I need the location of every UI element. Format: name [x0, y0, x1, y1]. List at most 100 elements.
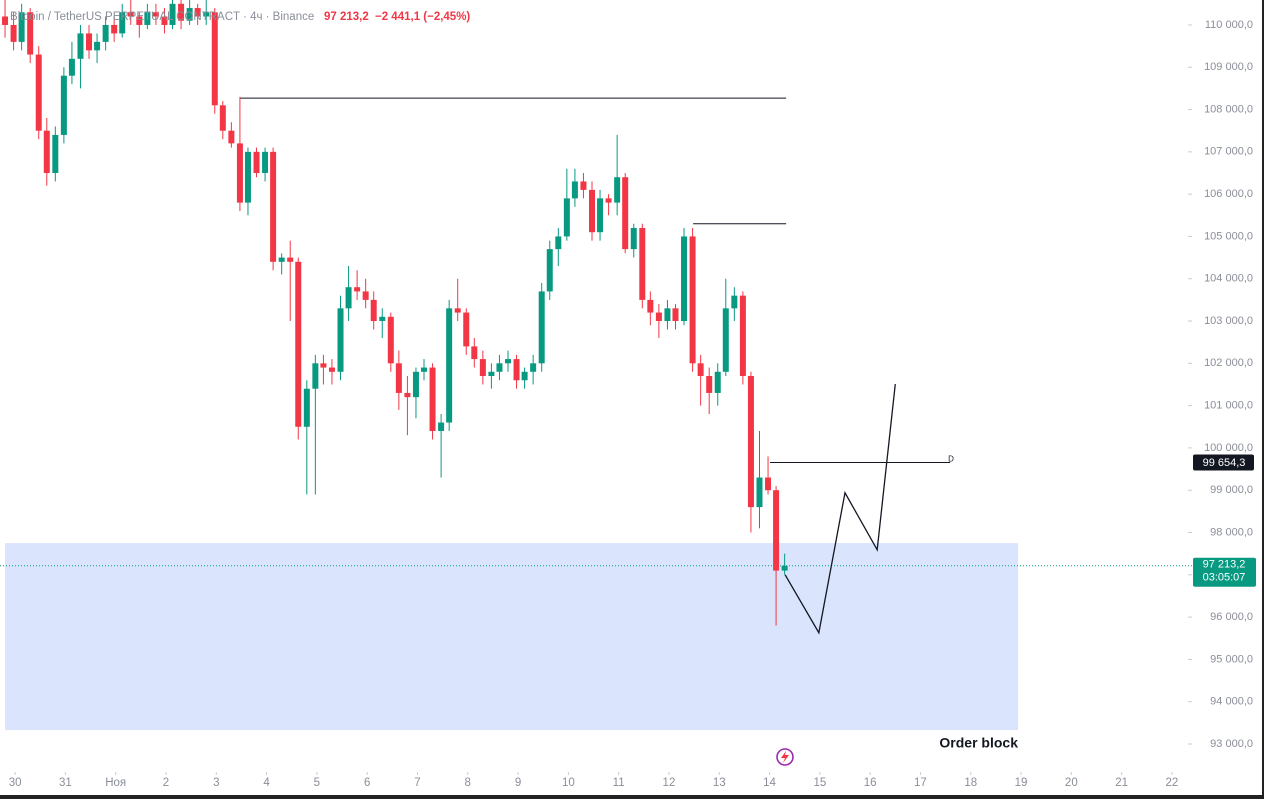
candle-body [714, 371, 721, 393]
candle-body [765, 477, 772, 491]
candle-body [404, 392, 411, 398]
x-tick-label: 15 [813, 777, 826, 789]
last-price-label: 97 213,2 [1203, 559, 1246, 571]
candle-body [580, 181, 587, 190]
candle-body [362, 291, 369, 300]
candle-body [345, 287, 352, 309]
x-tick-label: 2 [163, 777, 169, 789]
x-tick-label: 5 [314, 777, 320, 789]
candle-body [521, 371, 528, 381]
candle-body [161, 16, 168, 25]
candle-body [68, 58, 75, 76]
x-tick-label: 16 [864, 777, 877, 789]
x-tick-label: 21 [1115, 777, 1128, 789]
candle-body [136, 16, 143, 25]
x-tick-label: 19 [1015, 777, 1028, 789]
candle-body [571, 181, 578, 199]
candle-body [505, 359, 512, 364]
icon-bolt [781, 751, 789, 763]
x-tick-label: 9 [515, 777, 521, 789]
candle-body [152, 12, 159, 17]
candle-body [555, 236, 562, 250]
x-tick-label: 4 [263, 777, 270, 789]
candle-body [194, 8, 201, 17]
candle-body [354, 287, 361, 292]
candle-body [689, 236, 696, 364]
candle-body [262, 151, 269, 173]
header-change: −2 441,1 (−2,45%) [375, 11, 470, 23]
y-tick-label: 98 000,0 [1210, 526, 1253, 538]
y-tick-label: 107 000,0 [1204, 146, 1253, 158]
candle-body [756, 477, 763, 508]
candle-body [614, 177, 621, 203]
candle-body [479, 359, 486, 377]
candle-body [203, 12, 210, 17]
candle-body [563, 198, 570, 237]
candle-body [270, 151, 277, 262]
x-tick-label: 10 [562, 777, 575, 789]
candle-body [86, 33, 93, 51]
candle-body [722, 308, 729, 372]
frame-right [1262, 0, 1264, 799]
candle-body [228, 130, 235, 144]
candle-body [127, 12, 134, 17]
candle-body [605, 198, 612, 203]
x-tick-label: 7 [414, 777, 420, 789]
candle-body [630, 227, 637, 250]
candle-body [639, 227, 646, 300]
alert-icon[interactable] [776, 748, 794, 766]
order-block-zone [5, 543, 1019, 731]
candle-body [27, 12, 34, 55]
candle-body [295, 261, 302, 427]
x-tick-label: 17 [914, 777, 927, 789]
candle-body [747, 376, 754, 508]
candle-body [395, 363, 402, 393]
candle-body [379, 316, 386, 322]
candle-body [178, 3, 185, 21]
candle-body [94, 41, 101, 51]
candle-body [655, 312, 662, 322]
countdown-label: 03:05:07 [1203, 572, 1246, 584]
candle-body [312, 363, 319, 389]
icon-ring [776, 748, 794, 766]
y-tick-label: 104 000,0 [1204, 273, 1253, 285]
candle-body [43, 130, 50, 173]
candle-body [446, 308, 453, 423]
level-price-label: 99 654,3 [1203, 457, 1246, 469]
candle-body [186, 8, 193, 21]
y-tick-label: 103 000,0 [1204, 315, 1253, 327]
candle-body [211, 12, 218, 106]
candle-body [672, 308, 679, 322]
candle-body [35, 54, 42, 131]
x-tick-label: 31 [59, 777, 72, 789]
candle-body [438, 422, 445, 431]
candle-body [429, 367, 436, 431]
candle-body [731, 295, 738, 309]
y-tick-label: 94 000,0 [1210, 696, 1253, 708]
candle-body [773, 490, 780, 571]
x-tick-label: 22 [1166, 777, 1179, 789]
candle-body [60, 75, 67, 135]
candle-body [337, 308, 344, 372]
candle-body [320, 363, 327, 368]
y-tick-label: 109 000,0 [1204, 61, 1253, 73]
x-tick-label: 13 [713, 777, 726, 789]
candle-body [278, 257, 285, 262]
candle-body [244, 151, 251, 203]
candle-body [102, 24, 109, 42]
level-tag: D [948, 455, 954, 464]
candle-body [253, 151, 260, 173]
candle-body [597, 198, 604, 233]
zone-layer [5, 543, 1019, 731]
candle-body [513, 359, 520, 381]
last-price-box [1193, 557, 1256, 587]
y-tick-label: 100 000,0 [1204, 442, 1253, 454]
candle-body [706, 376, 713, 393]
x-tick-label: 3 [213, 777, 219, 789]
candle-body [588, 189, 595, 233]
candle-body [10, 24, 17, 42]
candle-body [530, 363, 537, 372]
candle-body [454, 308, 461, 313]
candle-body [546, 249, 553, 292]
